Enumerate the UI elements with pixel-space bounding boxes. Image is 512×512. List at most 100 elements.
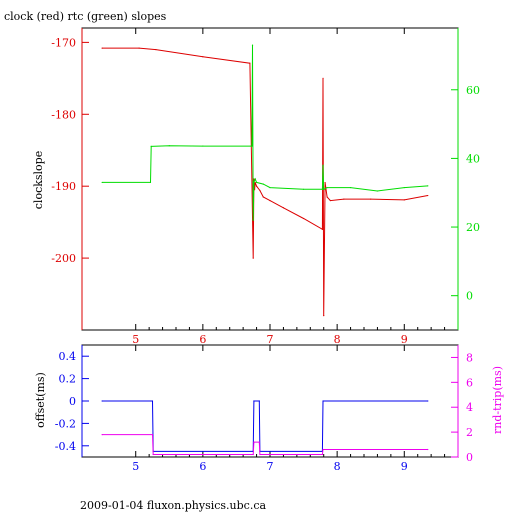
bottom-series-group [101, 400, 429, 456]
clock-data-point [326, 196, 328, 198]
rtc-data-point [253, 181, 255, 184]
clock-data-point [302, 217, 305, 220]
top-series-group [101, 44, 429, 317]
rtc-data-point [202, 145, 204, 147]
rtc-data-point [168, 145, 170, 147]
clock-data-point [155, 48, 157, 51]
rnd-trip-data-point [427, 448, 429, 451]
x-tick-label: 5 [132, 460, 139, 473]
bottom-y-axis-label: offset(ms) [34, 372, 47, 428]
rtc-data-point [262, 183, 264, 185]
x-tick-label: 6 [199, 333, 206, 346]
y2-tick-label: 4 [466, 401, 473, 414]
rtc-data-point [150, 145, 152, 147]
x-tick-label: 9 [401, 333, 408, 346]
rnd-trip-data-point [258, 441, 260, 443]
y-tick-label: -0.2 [55, 417, 76, 430]
rtc-data-point [321, 188, 323, 190]
y-tick-label: -200 [51, 252, 76, 265]
rtc-data-point [376, 190, 379, 192]
y-tick-label: 0 [69, 395, 76, 408]
top-y2-axis: 60 40 20 0 [451, 28, 480, 330]
y2-tick-label: 0 [466, 451, 473, 464]
y2-tick-label: 0 [466, 290, 473, 303]
top-x-axis: 5 6 7 8 9 [132, 28, 446, 346]
clock-data-point [254, 181, 256, 184]
y2-tick-label: 20 [466, 221, 480, 234]
y-tick-label: -0.4 [55, 440, 76, 453]
rnd-trip-series-line [102, 434, 428, 455]
top-y-axis-label: clockslope [32, 151, 45, 209]
rnd-trip-data-point [259, 453, 261, 456]
clock-data-point [262, 196, 264, 198]
clock-data-point [324, 181, 326, 184]
rtc-data-point [403, 186, 405, 189]
rtc-data-point [255, 181, 258, 184]
rtc-data-point [149, 181, 152, 184]
rtc-data-point [252, 219, 254, 221]
rtc-data-point [427, 185, 429, 187]
clock-data-point [329, 199, 332, 202]
bottom-y2-axis: 8 6 4 2 0 [451, 345, 473, 464]
clock-data-point [253, 178, 255, 180]
clock-data-point [101, 47, 103, 49]
x-tick-label: 6 [199, 460, 206, 473]
clock-data-point [322, 77, 324, 79]
clock-data-point [323, 315, 325, 317]
clock-data-point [249, 62, 251, 64]
y2-tick-label: 8 [466, 351, 473, 364]
rtc-data-point [302, 188, 305, 190]
clock-data-point [321, 228, 323, 230]
clock-data-point [255, 185, 258, 187]
clock-data-point [343, 198, 345, 200]
clock-data-point [269, 199, 271, 202]
rtc-data-point [323, 188, 325, 190]
rnd-trip-data-point [101, 434, 103, 436]
clock-data-point [259, 189, 261, 192]
rnd-trip-data-point [152, 453, 154, 456]
y-tick-label: -170 [51, 36, 76, 49]
y-tick-label: 0.2 [59, 373, 77, 386]
rtc-data-point [254, 178, 256, 180]
rnd-trip-data-point [252, 453, 254, 456]
rtc-data-point [326, 186, 328, 189]
y2-tick-label: 40 [466, 152, 480, 165]
rtc-data-point [251, 145, 253, 147]
x-tick-label: 7 [267, 460, 274, 473]
y2-tick-label: 2 [466, 426, 473, 439]
rtc-data-point [349, 186, 352, 189]
y2-tick-label: 60 [466, 84, 480, 97]
offset-data-point [322, 400, 324, 402]
offset-data-point [253, 400, 255, 402]
clock-data-point [370, 198, 372, 200]
bottom-y-axis: 0.4 0.2 0 -0.2 -0.4 [55, 345, 89, 457]
x-tick-label: 8 [334, 460, 341, 473]
x-tick-label: 5 [132, 333, 139, 346]
clock-data-point [202, 56, 204, 58]
y2-tick-label: 6 [466, 376, 473, 389]
rtc-data-point [101, 181, 103, 184]
y-tick-label: 0.4 [59, 350, 77, 363]
offset-data-point [258, 400, 260, 402]
clock-data-point [138, 47, 140, 49]
rnd-trip-data-point [321, 453, 323, 456]
clock-data-point [282, 207, 285, 209]
offset-data-point [101, 400, 103, 402]
rtc-data-point [269, 186, 271, 189]
clock-data-point [427, 194, 429, 197]
rnd-trip-data-point [322, 448, 324, 451]
rtc-series-line [102, 45, 428, 221]
rtc-data-point [251, 44, 254, 46]
top-y-axis: -170 -180 -190 -200 [51, 28, 89, 330]
rnd-trip-data-point [253, 441, 255, 443]
clock-data-point [403, 199, 405, 201]
bottom-y2-axis-label: rnd-trip(ms) [491, 366, 504, 434]
footer-text: 2009-01-04 fluxon.physics.ubc.ca [80, 499, 266, 512]
bottom-x-axis: 5 6 7 8 9 [132, 345, 446, 473]
offset-series-line [102, 400, 428, 452]
top-panel: 5 6 7 8 9 -170 -180 -190 -200 60 40 20 0 clockslop… [32, 27, 480, 346]
x-tick-label: 7 [267, 333, 274, 346]
rtc-data-point [322, 164, 324, 166]
x-tick-label: 8 [334, 333, 341, 346]
